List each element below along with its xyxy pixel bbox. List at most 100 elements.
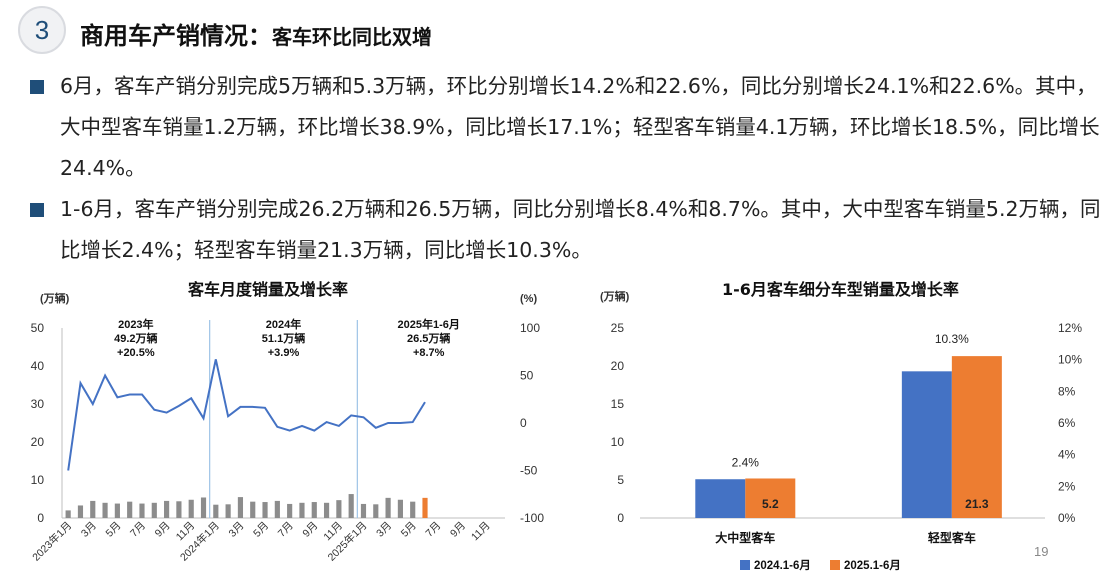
left-tick-label: 5 (617, 473, 624, 487)
x-tick-label: 3月 (79, 520, 99, 540)
period-label-growth: +20.5% (117, 347, 155, 359)
segment-bar (901, 371, 952, 518)
sales-bar (77, 505, 84, 518)
bullet-text: 6月，客车产销分别完成5万辆和5.3万辆，环比分别增长14.2%和22.6%，同… (60, 74, 1100, 180)
x-tick-label: 5月 (251, 520, 271, 540)
bullet-square-icon (30, 80, 44, 94)
right-tick-label: 8% (1058, 384, 1076, 398)
left-chart-title: 客车月度销量及增长率 (188, 280, 349, 299)
right-chart-title: 1-6月客车细分车型销量及增长率 (722, 280, 959, 299)
legend-label: 2024.1-6月 (754, 559, 811, 572)
sales-bar (422, 497, 428, 518)
sales-bar (336, 500, 342, 518)
x-tick-label: 5月 (399, 520, 419, 540)
bullet-item: 6月，客车产销分别完成5万辆和5.3万辆，环比分别增长14.2%和22.6%，同… (30, 66, 1105, 189)
left-tick-label: 20 (611, 359, 625, 373)
x-tick-label: 5月 (103, 520, 123, 540)
right-tick-label: 10% (1058, 353, 1082, 367)
left-tick-label: 10 (31, 473, 45, 487)
left-axis-unit: (万辆) (40, 291, 70, 305)
sales-bar (213, 504, 219, 518)
left-tick-label: 40 (31, 359, 45, 373)
left-tick-label: 0 (37, 511, 44, 525)
monthly-sales-chart: (万辆) (%) 0 10 20 30 40 50 -100 -50 0 50 100 2023年49.2… (30, 291, 545, 564)
right-tick-label: -50 (520, 464, 538, 478)
period-label-year: 2025年1-6月 (398, 317, 460, 331)
sales-bar (114, 503, 120, 518)
page-number: 19 (1034, 544, 1049, 559)
section-number: 3 (34, 14, 50, 45)
right-tick-label: 12% (1058, 321, 1082, 335)
growth-label: 2.4% (732, 455, 760, 469)
sales-bar (200, 497, 207, 518)
segment-sales-chart: (万辆) 0 5 10 15 20 25 0% 2% 4% 6% 8% 10% 12% 5.2 2.4% 大中型… (600, 289, 1082, 572)
bullet-list: 6月，客车产销分别完成5万辆和5.3万辆，环比分别增长14.2%和22.6%，同… (30, 66, 1105, 271)
left-tick-label: 10 (611, 435, 625, 449)
x-tick-label: 9月 (153, 520, 173, 540)
bullet-text: 1-6月，客车产销分别完成26.2万辆和26.5万辆，同比分别增长8.4%和8.… (60, 197, 1101, 262)
period-label-growth: +8.7% (413, 347, 445, 359)
sales-bar (397, 499, 403, 518)
sales-bar (360, 503, 367, 518)
period-label-year: 2024年 (266, 317, 301, 331)
right-tick-label: 2% (1058, 479, 1076, 493)
sales-bar (164, 500, 170, 518)
section-number-badge: 3 (18, 6, 66, 54)
sales-bar (385, 497, 391, 518)
period-label-total: 26.5万辆 (407, 331, 450, 345)
x-tick-label: 7月 (128, 520, 148, 540)
category-label: 大中型客车 (715, 530, 775, 545)
period-label-total: 49.2万辆 (114, 331, 157, 345)
x-tick-label: 3月 (227, 520, 247, 540)
right-axis-unit: (%) (520, 293, 537, 305)
x-tick-label: 9月 (300, 520, 320, 540)
x-tick-label: 3月 (374, 520, 394, 540)
right-tick-label: 0 (520, 416, 527, 430)
slide-title-main: 商用车产销情况： (80, 22, 272, 50)
right-tick-label: 6% (1058, 416, 1076, 430)
x-tick-label: 9月 (448, 520, 468, 540)
sales-bar (176, 501, 182, 518)
sales-bar (373, 504, 379, 518)
right-tick-label: 4% (1058, 448, 1076, 462)
right-tick-label: 50 (520, 369, 534, 383)
segment-bar (695, 479, 746, 518)
right-chart-left-unit: (万辆) (600, 289, 630, 303)
slide-title: 商用车产销情况：客车环比同比双增 (80, 16, 432, 51)
sales-bar (102, 502, 108, 518)
sales-bar (348, 494, 354, 518)
growth-rate-line (67, 359, 426, 471)
sales-bar (90, 500, 96, 518)
sales-bar (311, 502, 317, 518)
category-label: 轻型客车 (928, 530, 976, 545)
right-tick-label: 0% (1058, 511, 1076, 525)
legend-swatch (830, 560, 840, 570)
bullet-square-icon (30, 203, 44, 217)
sales-bar (287, 503, 293, 518)
left-tick-label: 15 (611, 397, 625, 411)
x-tick-label: 2023年1月 (30, 519, 75, 564)
left-tick-label: 0 (617, 511, 624, 525)
right-tick-label: -100 (520, 511, 544, 525)
period-label-total: 51.1万辆 (262, 331, 305, 345)
sales-bar (139, 503, 145, 518)
left-tick-label: 20 (31, 435, 45, 449)
sales-bar (323, 502, 330, 518)
sales-bar (410, 501, 416, 518)
x-tick-label: 11月 (469, 520, 493, 544)
sales-bar (65, 510, 71, 518)
growth-label: 10.3% (935, 332, 969, 346)
sales-bar (262, 502, 268, 518)
period-label-year: 2023年 (118, 317, 153, 331)
period-label-growth: +3.9% (268, 347, 300, 359)
left-tick-label: 30 (31, 397, 45, 411)
x-tick-label: 7月 (423, 520, 443, 540)
bar-value-label: 5.2 (762, 497, 779, 511)
sales-bar (225, 504, 231, 518)
right-tick-label: 100 (520, 321, 540, 335)
slide-title-sub: 客车环比同比双增 (272, 25, 432, 49)
slide-header: 3 商用车产销情况：客车环比同比双增 (18, 6, 1098, 56)
sales-bar (299, 502, 305, 518)
sales-bar (127, 501, 133, 518)
sales-bar (237, 497, 244, 518)
